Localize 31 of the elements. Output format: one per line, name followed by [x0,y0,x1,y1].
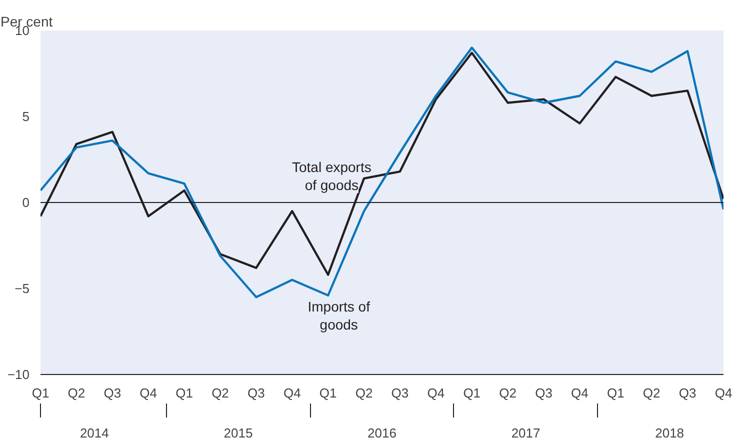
x-tick-label: Q3 [104,386,122,400]
x-tick-label: Q4 [283,386,301,400]
y-tick-label: −10 [7,367,30,382]
x-tick-label: Q2 [355,386,373,400]
series-label: Imports of goods [308,298,370,332]
x-tick-label: Q4 [571,386,588,400]
x-tick-label: Q4 [714,386,732,400]
x-tick-label: Q3 [535,386,552,400]
x-tick-label: Q2 [212,386,229,400]
x-tick-label: Q2 [499,386,516,400]
text: 2016 [368,426,396,440]
series-label: Total exports of goods [292,158,372,194]
x-tick-label: Q2 [642,386,660,400]
y-tick-label: 5 [22,109,30,124]
text: 2018 [655,426,684,440]
y-tick-label: 0 [22,195,30,210]
x-tick-label: Q3 [678,386,696,400]
text: 2014 [80,426,109,440]
x-tick-label: Q1 [463,386,481,400]
x-tick-label: Q3 [248,386,265,400]
x-tick-label: Q1 [319,386,337,400]
x-tick-label: Q2 [68,386,86,400]
x-tick-label: Q1 [606,386,624,400]
x-tick-label: Q4 [427,386,445,400]
x-tick-label: Q1 [176,386,193,400]
y-tick-label: −5 [14,281,30,296]
x-tick-label: Q4 [140,386,158,400]
x-tick-label: Q3 [391,386,409,400]
x-tick-label: Q1 [32,386,50,400]
text: 2017 [511,426,540,440]
text: 2015 [224,426,253,440]
